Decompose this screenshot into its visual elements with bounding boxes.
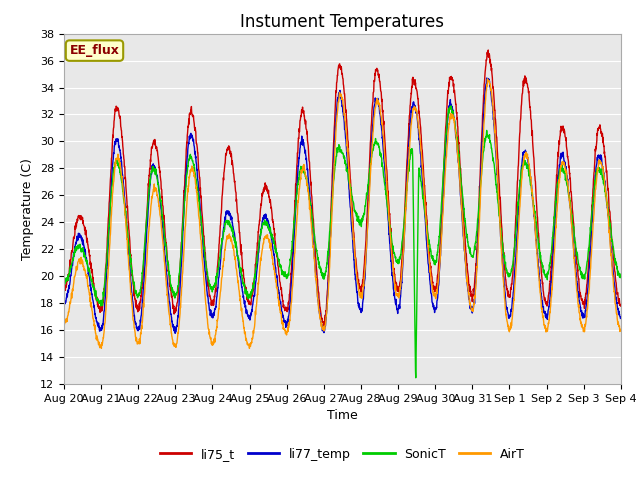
Line: SonicT: SonicT (64, 106, 621, 378)
li77_temp (505, 315, 513, 321)
li77_temp (483, 75, 490, 81)
li75_t (371, 77, 379, 83)
AirT (359, 290, 367, 296)
li77_temp (60, 301, 68, 307)
Title: Instument Temperatures: Instument Temperatures (241, 12, 444, 31)
li77_temp (172, 330, 179, 336)
AirT (617, 326, 625, 332)
AirT (216, 301, 223, 307)
AirT (246, 346, 253, 351)
SonicT (584, 258, 591, 264)
li77_temp (617, 314, 625, 320)
Legend: li75_t, li77_temp, SonicT, AirT: li75_t, li77_temp, SonicT, AirT (155, 443, 530, 466)
li75_t (60, 283, 68, 289)
li75_t (505, 294, 513, 300)
SonicT (216, 257, 223, 263)
AirT (584, 306, 591, 312)
SonicT (371, 140, 378, 145)
li75_t (359, 277, 367, 283)
SonicT (60, 279, 68, 285)
X-axis label: Time: Time (327, 409, 358, 422)
Y-axis label: Temperature (C): Temperature (C) (22, 158, 35, 260)
Line: li75_t: li75_t (64, 50, 621, 327)
AirT (505, 327, 513, 333)
li75_t (617, 303, 625, 309)
AirT (568, 227, 576, 232)
SonicT (617, 271, 625, 277)
li77_temp (584, 291, 591, 297)
li77_temp (568, 225, 576, 231)
SonicT (568, 212, 576, 218)
li77_temp (359, 300, 367, 306)
AirT (60, 321, 68, 327)
Text: EE_flux: EE_flux (70, 44, 120, 57)
SonicT (505, 270, 513, 276)
li75_t (320, 324, 328, 330)
li75_t (484, 47, 492, 53)
SonicT (358, 217, 366, 223)
SonicT (412, 375, 420, 381)
li75_t (584, 274, 591, 279)
li75_t (216, 240, 223, 246)
Line: li77_temp: li77_temp (64, 78, 621, 333)
SonicT (447, 103, 455, 109)
li77_temp (216, 265, 223, 271)
AirT (484, 76, 492, 82)
Line: AirT: AirT (64, 79, 621, 348)
li75_t (568, 199, 576, 205)
li77_temp (371, 101, 379, 107)
AirT (371, 108, 379, 114)
